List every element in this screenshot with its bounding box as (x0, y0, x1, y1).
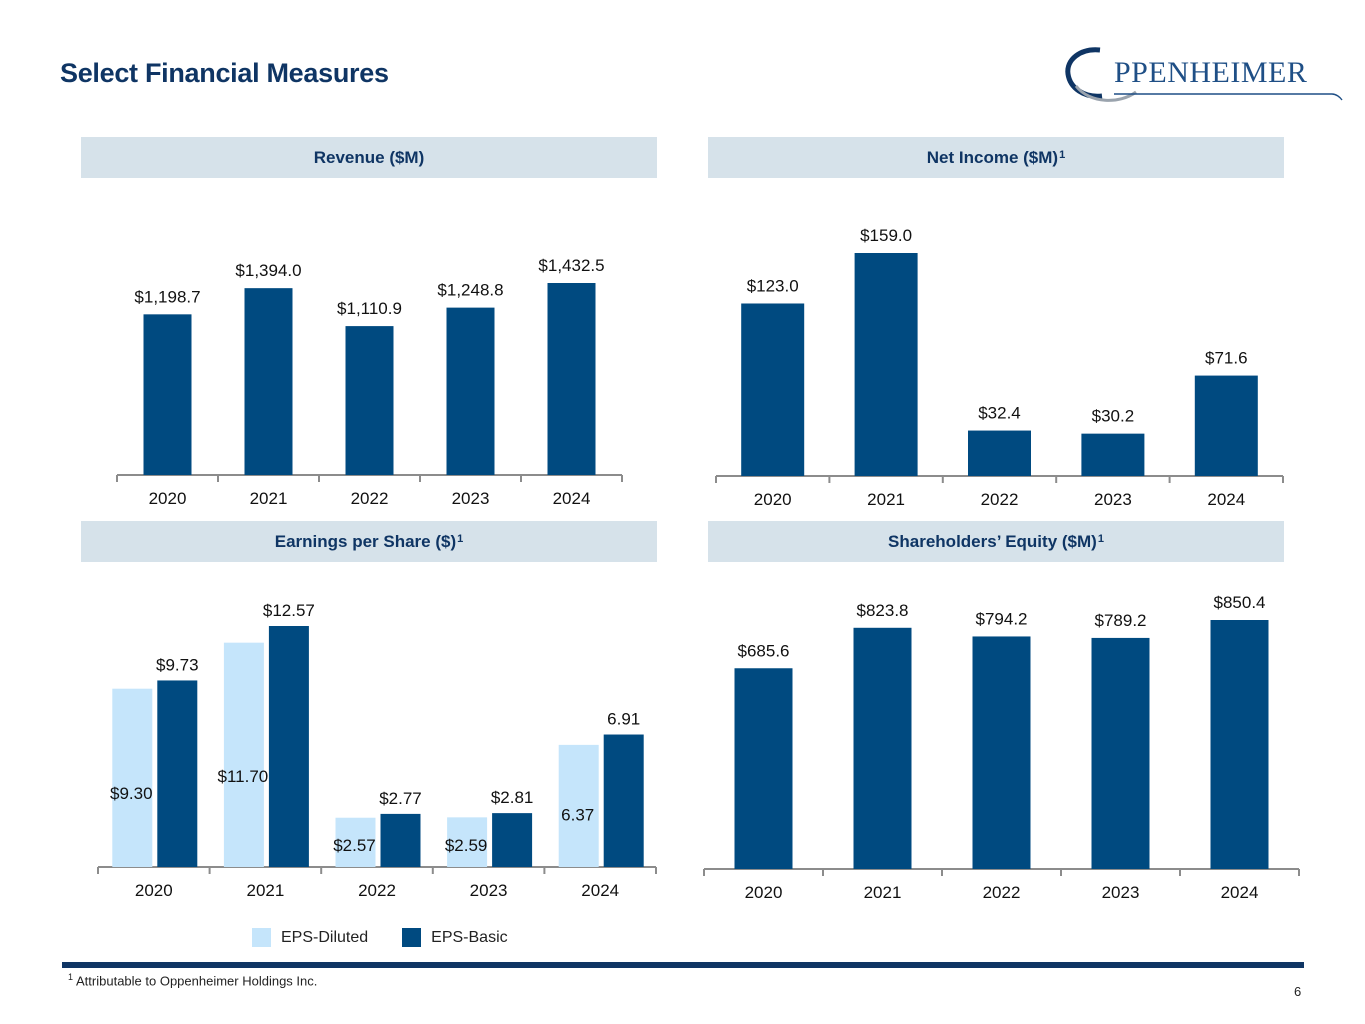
net-income-bar (1081, 433, 1145, 476)
equity-tick-label: 2022 (983, 883, 1021, 902)
net-income-data-label: $123.0 (747, 276, 799, 295)
eps-data-label-diluted: $11.70 (218, 767, 269, 786)
net-income-header: Net Income ($M) 1 (708, 137, 1284, 178)
revenue-bar (244, 288, 293, 475)
revenue-data-label: $1,248.8 (437, 281, 503, 300)
logo-text: PPENHEIMER (1114, 56, 1308, 89)
page-title: Select Financial Measures (60, 58, 389, 88)
net-income-data-label: $159.0 (860, 226, 912, 245)
footnote-marker: 1 (1059, 148, 1066, 161)
eps-title: Earnings per Share ($) (274, 531, 457, 551)
legend-swatch-basic (402, 928, 422, 947)
eps-header: Earnings per Share ($) 1 (81, 521, 657, 562)
revenue-tick-label: 2020 (149, 489, 187, 508)
eps-tick-label: 2023 (470, 881, 508, 900)
eps-bar-diluted (223, 642, 264, 867)
revenue-bar (446, 307, 495, 475)
equity-data-label: $794.2 (976, 609, 1028, 628)
eps-bar-basic (157, 680, 198, 867)
equity-title: Shareholders’ Equity ($M) (888, 531, 1097, 551)
revenue-tick-label: 2022 (351, 489, 389, 508)
net-income-tick-label: 2021 (867, 490, 905, 509)
equity-tick-label: 2024 (1221, 883, 1259, 902)
eps-bar-basic (268, 626, 309, 867)
net-income-tick-label: 2023 (1094, 490, 1132, 509)
footnote-text: Attributable to Oppenheimer Holdings Inc… (76, 973, 318, 989)
revenue-data-label: $1,110.9 (337, 299, 402, 318)
legend-label-basic: EPS-Basic (431, 928, 508, 946)
revenue-tick-label: 2021 (250, 489, 288, 508)
eps-data-label-basic: $12.57 (263, 601, 315, 620)
eps-data-label-diluted: $2.57 (333, 836, 376, 855)
eps-legend: EPS-Diluted EPS-Basic (252, 928, 542, 947)
revenue-bar (345, 326, 394, 475)
eps-data-label-diluted: $2.59 (445, 836, 488, 855)
legend-label-diluted: EPS-Diluted (281, 928, 369, 946)
eps-bar-diluted (558, 744, 599, 867)
equity-tick-label: 2021 (864, 883, 902, 902)
revenue-data-label: $1,198.7 (134, 287, 200, 306)
footnote: 1 Attributable to Oppenheimer Holdings In… (68, 972, 317, 988)
revenue-tick-label: 2024 (553, 489, 591, 508)
net-income-tick-label: 2022 (981, 490, 1019, 509)
revenue-header: Revenue ($M) (81, 137, 657, 178)
eps-bar-diluted (335, 817, 376, 867)
eps-tick-label: 2022 (358, 881, 396, 900)
page-number: 6 (1294, 984, 1302, 999)
equity-bar (1210, 620, 1269, 869)
equity-bar (734, 668, 793, 869)
eps-bar-diluted (447, 817, 488, 867)
net-income-data-label: $30.2 (1092, 407, 1135, 426)
footnote-marker: 1 (68, 972, 74, 982)
net-income-tick-label: 2024 (1207, 490, 1245, 509)
equity-data-label: $823.8 (857, 601, 909, 620)
revenue-bar (547, 283, 596, 475)
equity-header: Shareholders’ Equity ($M) 1 (708, 521, 1284, 562)
eps-data-label-basic: 6.91 (607, 710, 640, 729)
equity-bar (1091, 637, 1150, 869)
equity-tick-label: 2023 (1102, 883, 1140, 902)
net-income-bar (854, 253, 918, 476)
equity-bar (853, 627, 912, 869)
eps-tick-label: 2020 (135, 881, 173, 900)
eps-bar-basic (380, 813, 421, 867)
eps-data-label-basic: $2.81 (491, 788, 534, 807)
net-income-title: Net Income ($M) (926, 147, 1059, 167)
revenue-data-label: $1,432.5 (538, 256, 604, 275)
oppenheimer-logo: PPENHEIMER (1062, 42, 1352, 108)
equity-data-label: $850.4 (1214, 593, 1266, 612)
eps-bar-basic (603, 734, 644, 867)
net-income-bar (968, 430, 1031, 476)
revenue-bar (143, 314, 192, 475)
revenue-data-label: $1,394.0 (235, 261, 301, 280)
net-income-data-label: $32.4 (978, 404, 1021, 423)
eps-bar-diluted (112, 688, 153, 867)
footer-divider (62, 962, 1304, 968)
legend-item-basic: EPS-Basic (402, 928, 508, 947)
equity-data-label: $789.2 (1095, 611, 1147, 630)
eps-data-label-diluted: $9.30 (110, 784, 153, 803)
eps-tick-label: 2021 (246, 881, 284, 900)
eps-data-label-basic: $9.73 (156, 655, 199, 674)
revenue-tick-label: 2023 (452, 489, 490, 508)
net-income-tick-label: 2020 (754, 490, 792, 509)
legend-swatch-diluted (252, 928, 271, 947)
equity-bar (972, 636, 1031, 869)
eps-tick-label: 2024 (581, 881, 619, 900)
eps-data-label-diluted: 6.37 (561, 806, 594, 825)
net-income-bar (741, 303, 805, 476)
eps-bar-basic (492, 813, 533, 867)
equity-tick-label: 2020 (745, 883, 783, 902)
footnote-marker: 1 (1097, 532, 1104, 545)
footnote-marker: 1 (457, 532, 464, 545)
eps-data-label-basic: $2.77 (379, 789, 422, 808)
net-income-data-label: $71.6 (1205, 349, 1248, 368)
revenue-title: Revenue ($M) (313, 147, 425, 167)
legend-item-diluted: EPS-Diluted (252, 928, 368, 947)
logo-swoosh-icon (1065, 47, 1343, 102)
net-income-bar (1194, 375, 1258, 476)
equity-data-label: $685.6 (738, 641, 790, 660)
